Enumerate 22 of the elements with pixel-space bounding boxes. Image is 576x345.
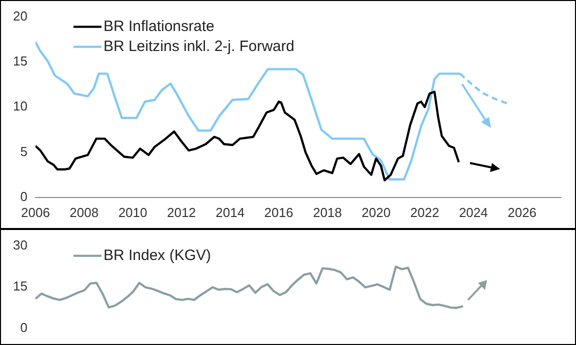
x-tick-label: 2022 <box>410 204 440 220</box>
x-tick-label: 2020 <box>362 204 391 220</box>
y-tick-label: 10 <box>12 98 28 114</box>
x-tick-label: 2026 <box>508 204 537 220</box>
x-tick-label: 2016 <box>264 204 294 220</box>
x-tick-label: 2010 <box>118 204 148 220</box>
legend-label: BR Inflationsrate <box>103 18 214 35</box>
x-tick-label: 2024 <box>458 204 488 220</box>
y-tick-label: 5 <box>20 144 28 159</box>
y-tick-label: 0 <box>20 188 28 204</box>
legend-label: BR Index (KGV) <box>103 246 212 264</box>
x-tick-label: 2012 <box>166 204 196 220</box>
y-tick-label: 15 <box>12 278 28 294</box>
y-tick-label: 20 <box>12 8 28 24</box>
y-tick-label: 0 <box>20 320 28 335</box>
x-tick-label: 2018 <box>312 204 342 220</box>
y-tick-label: 15 <box>12 54 28 69</box>
x-tick-label: 2006 <box>21 204 50 220</box>
y-tick-label: 30 <box>12 237 28 252</box>
x-tick-label: 2014 <box>216 204 245 220</box>
legend-label: BR Leitzins inkl. 2-j. Forward <box>103 38 294 55</box>
x-tick-label: 2008 <box>70 204 99 220</box>
